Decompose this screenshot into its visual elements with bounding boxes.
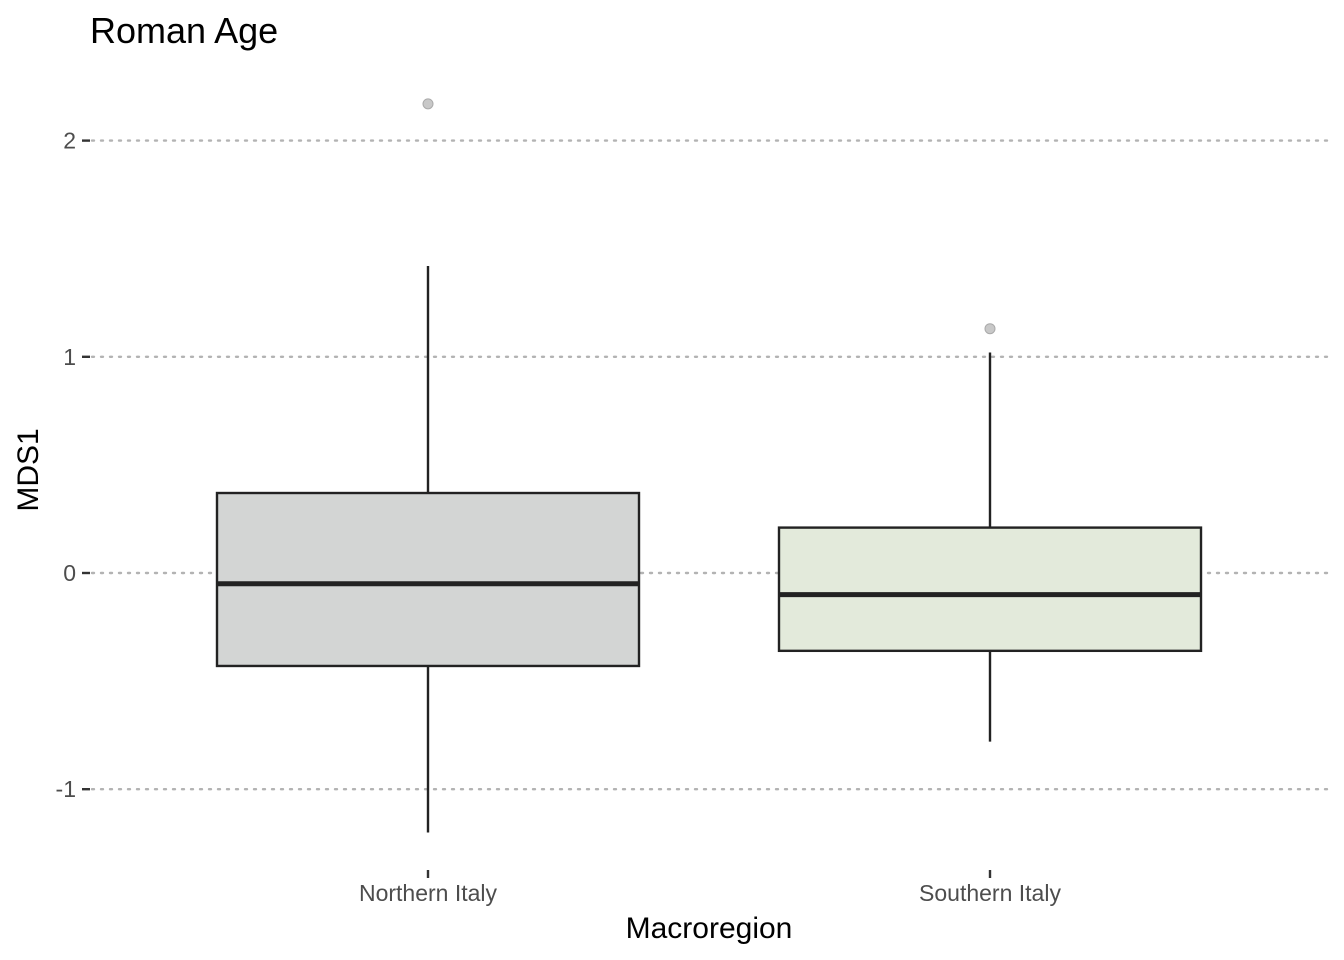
y-tick-label: 1	[63, 344, 76, 370]
x-tick-label: Southern Italy	[919, 880, 1061, 906]
outlier-point	[984, 323, 996, 335]
box-iqr	[215, 491, 641, 668]
y-tick-label: -1	[56, 776, 76, 802]
boxes	[215, 98, 1203, 833]
outlier-point	[422, 98, 434, 110]
y-axis: -1 0 1 2	[56, 128, 90, 802]
box-group	[215, 98, 641, 833]
chart-title: Roman Age	[90, 10, 278, 51]
gridlines	[90, 139, 1332, 791]
box-iqr	[777, 526, 1203, 653]
x-tick-label: Northern Italy	[359, 880, 498, 906]
x-axis-title: Macroregion	[626, 912, 793, 945]
y-tick-label: 0	[63, 560, 76, 586]
y-tick-label: 2	[63, 128, 76, 154]
y-axis-title: MDS1	[12, 428, 45, 511]
x-axis: Northern Italy Southern Italy	[359, 870, 1061, 906]
box-group	[777, 323, 1203, 742]
